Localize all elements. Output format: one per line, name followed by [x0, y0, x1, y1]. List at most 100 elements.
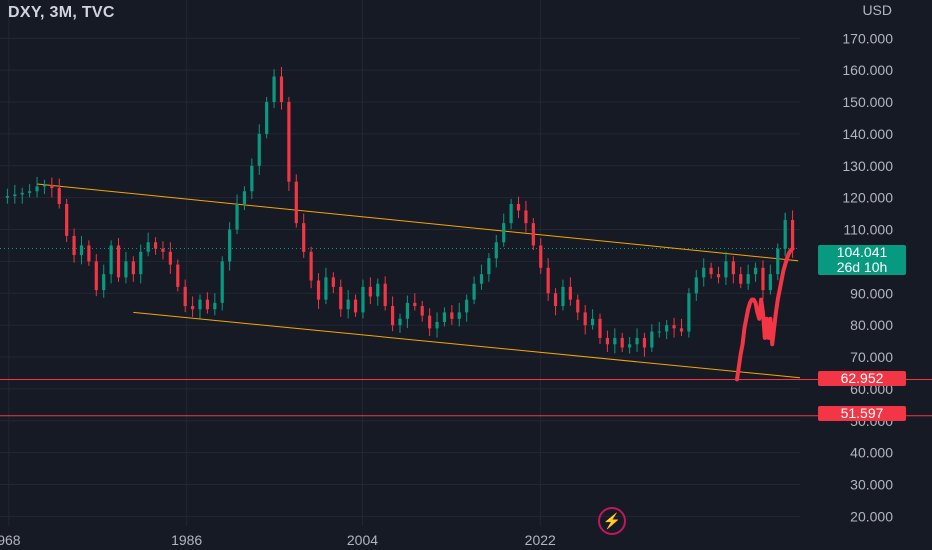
candle-body — [50, 184, 54, 189]
candle-body — [279, 76, 284, 103]
candle-body — [198, 299, 202, 310]
candle-body — [79, 245, 84, 256]
candle-body — [502, 223, 506, 243]
level-tag-b: 51.597 — [818, 406, 906, 421]
y-tick-label: 140.000 — [842, 126, 893, 142]
candle-body — [509, 204, 513, 224]
candle-body — [5, 196, 10, 198]
candle-body — [628, 344, 632, 348]
candle-body — [28, 191, 32, 193]
candle-body — [368, 286, 372, 297]
candle-body — [35, 186, 39, 192]
candle-body — [331, 277, 335, 287]
candle-body — [613, 337, 617, 345]
candle-body — [376, 283, 380, 297]
candle-body — [746, 274, 750, 284]
candle-body — [724, 261, 728, 278]
candle-body — [272, 76, 276, 103]
candle-body — [576, 299, 580, 313]
candle-body — [687, 293, 691, 332]
candle-body — [716, 274, 721, 278]
currency-label: USD — [862, 2, 892, 18]
candle-body — [235, 204, 239, 230]
candle-body — [605, 337, 610, 345]
x-tick-label: 968 — [0, 532, 21, 548]
candle-body — [346, 299, 350, 310]
candle-body — [65, 204, 69, 236]
candle-body — [109, 245, 113, 275]
candle-body — [420, 306, 424, 316]
y-tick-label: 120.000 — [842, 190, 893, 206]
candle-body — [702, 267, 706, 278]
symbol-title[interactable]: DXY, 3M, TVC — [8, 4, 115, 21]
candle-body — [679, 328, 684, 332]
candle-body — [450, 312, 454, 319]
candle-body — [761, 267, 765, 291]
y-tick-label: 40.000 — [850, 445, 893, 461]
candle-body — [739, 274, 743, 284]
candle-body — [153, 242, 158, 249]
candle-body — [561, 286, 565, 307]
candle-body — [494, 242, 498, 259]
candle-body — [265, 102, 269, 134]
candle-body — [228, 229, 232, 262]
candle-body — [339, 286, 343, 310]
countdown-label: 26d 10h — [836, 259, 888, 275]
candle-body — [472, 283, 476, 300]
candle-body — [531, 223, 535, 246]
candle-body — [790, 219, 795, 249]
candle-body — [102, 274, 106, 291]
candle-body — [694, 277, 698, 294]
candle-body — [287, 102, 291, 182]
candle-body — [553, 293, 558, 307]
candle-body — [398, 318, 402, 326]
candle-body — [435, 321, 439, 329]
y-tick-label: 110.000 — [843, 222, 893, 238]
candle-body — [116, 245, 121, 278]
candle-body — [361, 286, 365, 313]
x-tick-label: 2004 — [347, 532, 378, 548]
candle-body — [546, 267, 550, 294]
candle-body — [428, 315, 432, 329]
candle-body — [20, 192, 24, 195]
y-tick-label: 70.000 — [850, 349, 893, 365]
candle-body — [324, 277, 328, 300]
candle-body — [635, 337, 639, 345]
candle-body — [620, 337, 624, 348]
candle-body — [665, 325, 669, 332]
candle-body — [413, 302, 417, 307]
candle-body — [709, 267, 713, 275]
candle-body — [598, 318, 602, 338]
candle-body — [457, 312, 461, 319]
candle-body — [205, 299, 210, 310]
x-tick-label: 2022 — [525, 532, 556, 548]
lightning-bolt-icon[interactable]: ⚡ — [598, 507, 626, 535]
candle-body — [353, 299, 358, 313]
y-tick-label: 130.000 — [842, 158, 893, 174]
candle-body — [161, 248, 165, 252]
candle-body — [583, 312, 587, 326]
trendline-lower — [133, 311, 801, 379]
candle-body — [220, 261, 224, 303]
projection-path — [735, 246, 795, 382]
current-price-value: 104.041 — [836, 244, 888, 260]
candle-body — [487, 258, 491, 275]
candle-body — [250, 165, 254, 192]
candle-body — [183, 286, 187, 307]
candle-body — [672, 325, 676, 329]
y-tick-label: 90.000 — [850, 285, 893, 301]
x-tick-label: 1986 — [171, 532, 202, 548]
candle-body — [13, 194, 17, 197]
candle-body — [94, 261, 98, 291]
candle-body — [383, 283, 387, 307]
candle-body — [294, 181, 298, 224]
candle-body — [72, 235, 76, 256]
candle-body — [146, 242, 150, 252]
candle-body — [316, 280, 321, 300]
candle-body — [731, 261, 735, 275]
trendline-upper — [36, 183, 799, 262]
candle-body — [590, 318, 595, 326]
